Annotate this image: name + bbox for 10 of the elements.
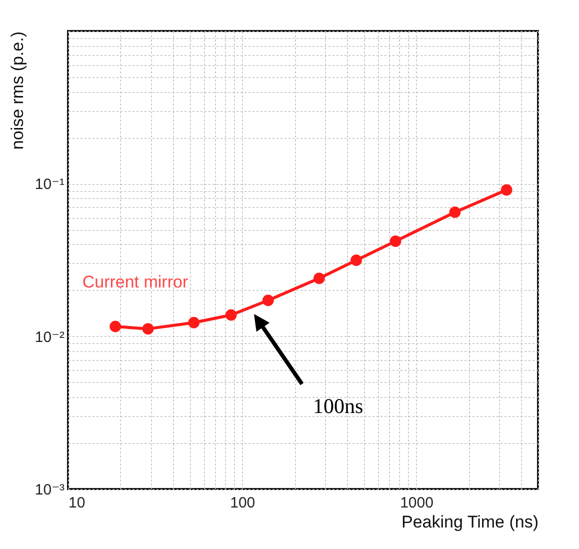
series-label: Current mirror — [82, 272, 188, 292]
x-tick-label: 10 — [68, 494, 86, 512]
y-axis-title: noise rms (p.e.) — [8, 32, 27, 150]
x-tick-label: 1000 — [400, 494, 434, 512]
x-tick-label: 100 — [230, 494, 256, 512]
annotation: 100ns — [313, 394, 364, 418]
y-tick-label: 10⁻² — [34, 328, 64, 346]
x-axis-title: Peaking Time (ns) — [402, 512, 538, 532]
y-tick-label: 10⁻³ — [34, 482, 64, 498]
y-tick-label: 10⁻¹ — [34, 176, 64, 194]
